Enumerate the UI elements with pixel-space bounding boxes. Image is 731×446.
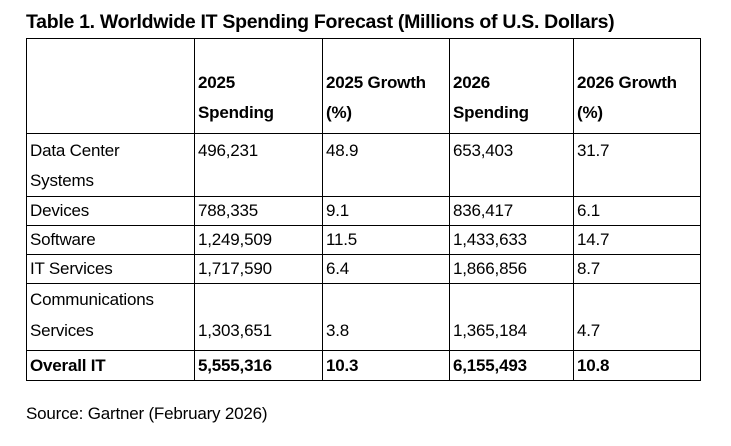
cell-2025-growth: 3.8: [322, 283, 450, 351]
cell-2025-spending: 1,303,651: [194, 283, 323, 351]
table-row-communications-services: Communications Services 1,303,651 3.8 1,…: [26, 283, 701, 351]
cell-2026-growth: 8.7: [573, 254, 701, 284]
cell-2025-spending: 496,231: [194, 133, 323, 197]
source-note: Source: Gartner (February 2026): [26, 404, 268, 423]
cell-2025-spending: 788,335: [194, 196, 323, 226]
row-label: IT Services: [26, 254, 195, 284]
cell-2025-spending: 5,555,316: [194, 350, 323, 381]
col-header-2026-spending: 2026 Spending: [449, 38, 574, 134]
cell-2026-growth: 10.8: [573, 350, 701, 381]
cell-2026-growth: 4.7: [573, 283, 701, 351]
cell-2026-spending: 6,155,493: [449, 350, 574, 381]
table-row-overall-it: Overall IT 5,555,316 10.3 6,155,493 10.8: [26, 350, 701, 381]
header-row: 2025 Spending 2025 Growth (%) 2026 Spend…: [26, 38, 701, 134]
cell-2026-growth: 14.7: [573, 225, 701, 255]
corner-cell: [26, 38, 195, 134]
table-row-data-center-systems: Data Center Systems 496,231 48.9 653,403…: [26, 133, 701, 197]
cell-2025-spending: 1,717,590: [194, 254, 323, 284]
table-row-it-services: IT Services 1,717,590 6.4 1,866,856 8.7: [26, 254, 701, 284]
page-title: Table 1. Worldwide IT Spending Forecast …: [26, 11, 615, 33]
cell-2025-growth: 9.1: [322, 196, 450, 226]
cell-2026-spending: 653,403: [449, 133, 574, 197]
row-label: Communications Services: [26, 283, 195, 351]
row-label: Devices: [26, 196, 195, 226]
cell-2026-growth: 6.1: [573, 196, 701, 226]
cell-2025-spending: 1,249,509: [194, 225, 323, 255]
cell-2025-growth: 6.4: [322, 254, 450, 284]
it-spending-forecast-table: 2025 Spending 2025 Growth (%) 2026 Spend…: [26, 38, 701, 381]
cell-2026-spending: 1,433,633: [449, 225, 574, 255]
cell-2025-growth: 11.5: [322, 225, 450, 255]
row-label: Overall IT: [26, 350, 195, 381]
col-header-2025-growth: 2025 Growth (%): [322, 38, 450, 134]
cell-2025-growth: 10.3: [322, 350, 450, 381]
row-label: Software: [26, 225, 195, 255]
cell-2025-growth: 48.9: [322, 133, 450, 197]
row-label: Data Center Systems: [26, 133, 195, 197]
col-header-2026-growth: 2026 Growth (%): [573, 38, 701, 134]
cell-2026-growth: 31.7: [573, 133, 701, 197]
table-row-software: Software 1,249,509 11.5 1,433,633 14.7: [26, 225, 701, 255]
table-row-devices: Devices 788,335 9.1 836,417 6.1: [26, 196, 701, 226]
cell-2026-spending: 836,417: [449, 196, 574, 226]
cell-2026-spending: 1,866,856: [449, 254, 574, 284]
col-header-2025-spending: 2025 Spending: [194, 38, 323, 134]
cell-2026-spending: 1,365,184: [449, 283, 574, 351]
